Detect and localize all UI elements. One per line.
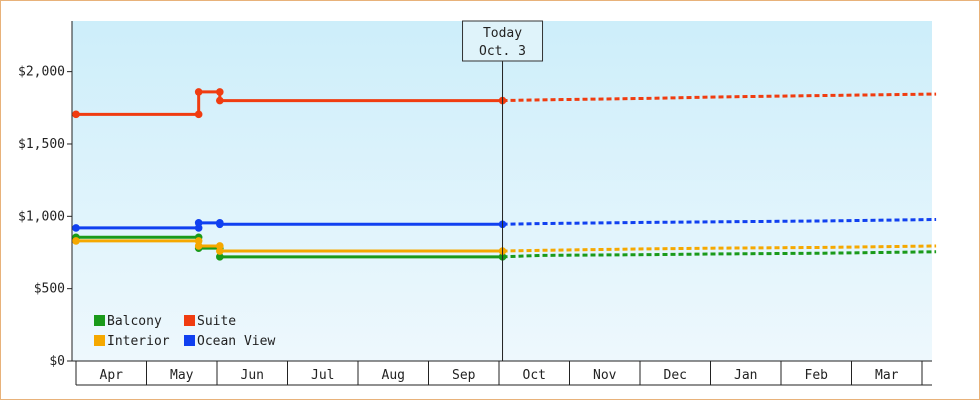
legend-label: Suite <box>197 314 236 329</box>
data-point <box>194 219 203 227</box>
data-point <box>194 110 203 119</box>
forecast-line-balcony <box>502 250 937 259</box>
y-tick-label: $1,000 <box>18 209 65 224</box>
legend-swatch <box>184 315 195 326</box>
data-point <box>216 253 224 261</box>
forecast-line-ocean-view <box>502 218 937 226</box>
data-point <box>72 224 80 232</box>
data-point <box>194 242 203 250</box>
month-label: Mar <box>875 368 899 383</box>
data-point <box>72 110 80 119</box>
legend-label: Ocean View <box>197 334 275 349</box>
legend-swatch <box>94 335 105 346</box>
month-label: Jul <box>311 368 334 383</box>
month-label: May <box>170 368 194 383</box>
month-label: Oct <box>523 368 546 383</box>
data-point <box>72 237 80 245</box>
month-label: Nov <box>593 368 617 383</box>
data-point <box>216 96 224 105</box>
today-label: Today <box>483 26 522 41</box>
legend: Balcony Suite Interior Ocean View <box>94 314 275 349</box>
forecast-line-suite <box>502 92 937 103</box>
x-axis: Apr May Jun Jul Aug Sep Oct Nov Dec Jan Feb Mar <box>72 360 932 386</box>
month-label: Feb <box>805 368 829 383</box>
y-axis: $0 $500 $1,000 $1,500 $2,000 <box>18 21 73 369</box>
legend-label: Interior <box>107 334 170 349</box>
month-label: Jan <box>734 368 757 383</box>
today-box <box>462 20 544 62</box>
y-tick-label: $2,000 <box>18 65 65 80</box>
month-label: Jun <box>241 368 264 383</box>
series-lines <box>72 88 937 261</box>
month-label: Sep <box>452 368 476 383</box>
y-tick-label: $1,500 <box>18 137 65 152</box>
data-point <box>216 88 224 96</box>
series-line-interior <box>76 239 503 253</box>
legend-swatch <box>184 335 195 346</box>
series-line-ocean-view <box>76 221 503 230</box>
month-label: Apr <box>100 368 124 383</box>
data-point <box>216 247 224 255</box>
forecast-line-interior <box>502 244 937 253</box>
legend-label: Balcony <box>107 314 162 329</box>
y-tick-label: $500 <box>34 282 65 297</box>
today-date: Oct. 3 <box>479 44 526 59</box>
month-label: Dec <box>664 368 687 383</box>
today-marker: Today Oct. 3 <box>462 20 544 361</box>
month-label: Aug <box>382 368 405 383</box>
series-line-balcony <box>76 235 503 259</box>
legend-swatch <box>94 315 105 326</box>
series-line-suite <box>76 90 503 116</box>
plot-background <box>72 21 932 361</box>
y-tick-label: $0 <box>49 354 65 369</box>
data-point <box>194 88 203 96</box>
data-point <box>216 220 224 229</box>
